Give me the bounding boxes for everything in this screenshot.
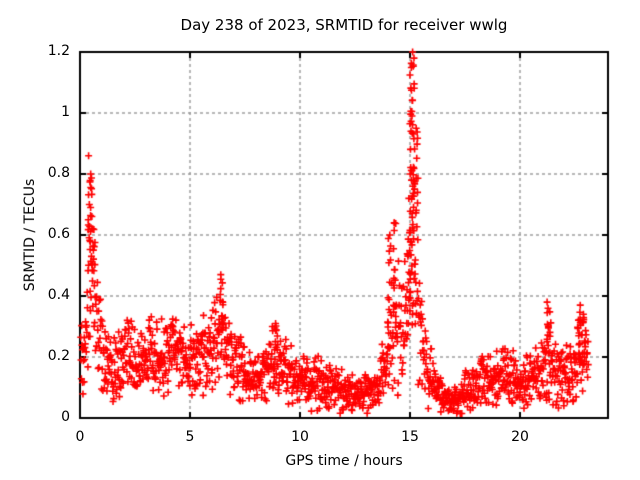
y-tick-label-0.2: 0.2 [47,348,70,364]
y-tick-label-1.2: 1.2 [47,43,70,59]
y-tick-label-0.4: 0.4 [47,287,70,303]
y-tick-label-0: 0 [61,409,70,425]
y-tick-label-1: 1 [61,104,70,120]
y-tick-label-0.6: 0.6 [47,226,70,242]
y-tick-label-0.8: 0.8 [47,165,70,181]
x-tick-label-15: 15 [401,429,419,445]
x-tick-label-20: 20 [511,429,529,445]
x-tick-label-5: 5 [185,429,195,445]
x-axis-label: GPS time / hours [285,453,403,469]
x-tick-label-10: 10 [291,429,309,445]
chart-title: Day 238 of 2023, SRMTID for receiver wwl… [180,16,508,34]
x-tick-label-0: 0 [75,429,85,445]
